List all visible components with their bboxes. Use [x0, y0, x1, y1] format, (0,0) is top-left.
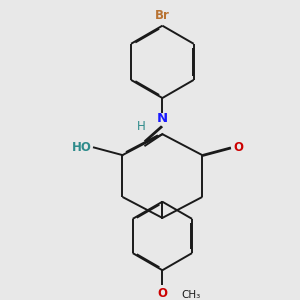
- Text: HO: HO: [72, 141, 92, 154]
- Text: H: H: [137, 120, 146, 133]
- Text: N: N: [157, 112, 168, 125]
- Text: O: O: [234, 141, 244, 154]
- Text: Br: Br: [155, 9, 170, 22]
- Text: CH₃: CH₃: [182, 290, 201, 300]
- Text: O: O: [158, 287, 167, 300]
